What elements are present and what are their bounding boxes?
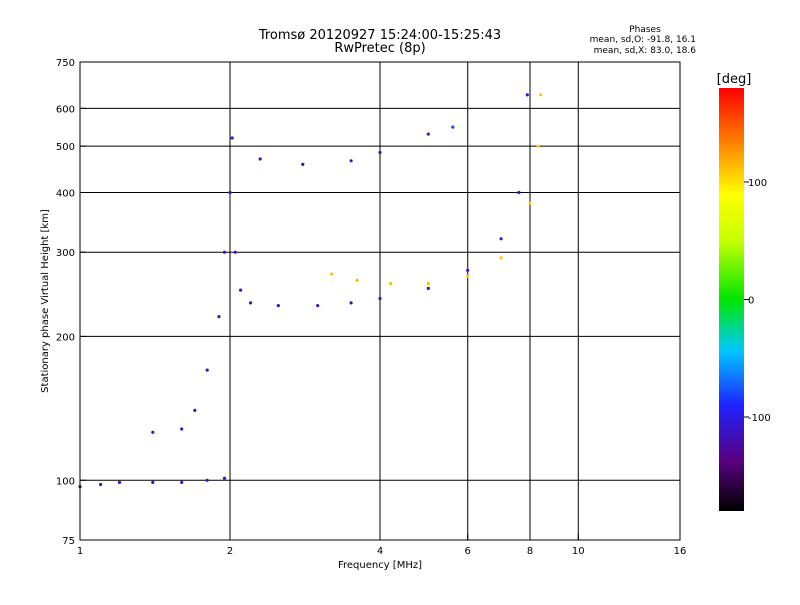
colorbar-label: [deg] <box>717 72 752 87</box>
data-point <box>528 201 532 205</box>
data-point <box>355 278 359 282</box>
data-point <box>180 427 184 431</box>
x-tick-label: 16 <box>674 546 687 557</box>
data-point <box>378 150 382 155</box>
data-point <box>239 288 243 292</box>
data-point <box>151 430 155 434</box>
data-point <box>230 136 234 140</box>
x-tick-label: 1 <box>77 546 83 557</box>
data-point <box>499 256 503 260</box>
y-tick-label: 300 <box>56 248 75 259</box>
data-point <box>466 274 470 278</box>
data-point <box>330 272 334 276</box>
colorbar-tick-label: 0 <box>748 296 754 307</box>
y-tick-label: 400 <box>56 188 75 199</box>
data-point <box>316 304 320 308</box>
data-point <box>378 296 382 301</box>
x-tick-label: 10 <box>572 546 585 557</box>
data-point <box>499 237 503 241</box>
chart-title: Tromsø 20120927 15:24:00-15:25:43 <box>258 28 501 43</box>
data-point <box>466 268 470 272</box>
y-tick-label: 500 <box>56 142 75 153</box>
grid-lines <box>80 62 680 540</box>
x-axis-label: Frequency [MHz] <box>338 560 422 571</box>
data-point <box>426 132 430 136</box>
data-point <box>451 125 455 129</box>
data-point <box>258 157 262 161</box>
data-point <box>228 190 232 195</box>
data-point <box>539 93 543 97</box>
phases-heading: Phases <box>629 25 661 35</box>
data-point <box>117 480 122 484</box>
y-tick-label: 200 <box>56 332 75 343</box>
phase-stats-o: mean, sd,O: -91.8, 16.1 <box>590 35 696 45</box>
y-tick-label: 75 <box>62 536 75 547</box>
data-point <box>99 482 103 487</box>
colorbar <box>719 88 744 511</box>
data-point <box>426 286 430 290</box>
data-point <box>151 480 155 484</box>
x-tick-label: 8 <box>527 546 533 557</box>
data-point <box>222 250 227 254</box>
data-point <box>249 301 253 305</box>
data-point <box>525 93 529 97</box>
x-tick-label: 6 <box>465 546 471 557</box>
data-point <box>389 281 393 286</box>
scatter-points <box>78 93 543 489</box>
colorbar-ticks: 100 0 -100 <box>744 178 771 424</box>
data-point <box>349 159 353 163</box>
data-point <box>517 190 521 195</box>
axis-ticks: 1 2 4 6 8 10 16 75 100 200 300 400 500 600 750 <box>56 58 686 557</box>
data-point <box>233 250 237 254</box>
data-point <box>193 408 197 412</box>
data-point <box>205 368 209 372</box>
data-point <box>180 480 184 484</box>
x-tick-label: 4 <box>377 546 383 557</box>
y-tick-label: 750 <box>56 58 75 69</box>
data-point <box>276 304 280 308</box>
data-point <box>536 144 540 148</box>
data-point <box>426 281 430 286</box>
phase-stats-x: mean, sd,X: 83.0, 18.6 <box>594 46 697 56</box>
y-tick-label: 100 <box>56 476 75 487</box>
data-point <box>205 478 209 482</box>
x-tick-label: 2 <box>227 546 233 557</box>
colorbar-tick-label: -100 <box>748 413 771 424</box>
chart-subtitle: RwPretec (8p) <box>334 41 425 56</box>
y-tick-label: 600 <box>56 104 75 115</box>
y-axis-label: Stationary phase Virtual Height [km] <box>40 209 51 393</box>
data-point <box>301 162 305 166</box>
colorbar-tick-label: 100 <box>748 178 767 189</box>
data-point <box>349 301 353 305</box>
data-point <box>222 476 227 480</box>
data-point <box>217 315 221 319</box>
